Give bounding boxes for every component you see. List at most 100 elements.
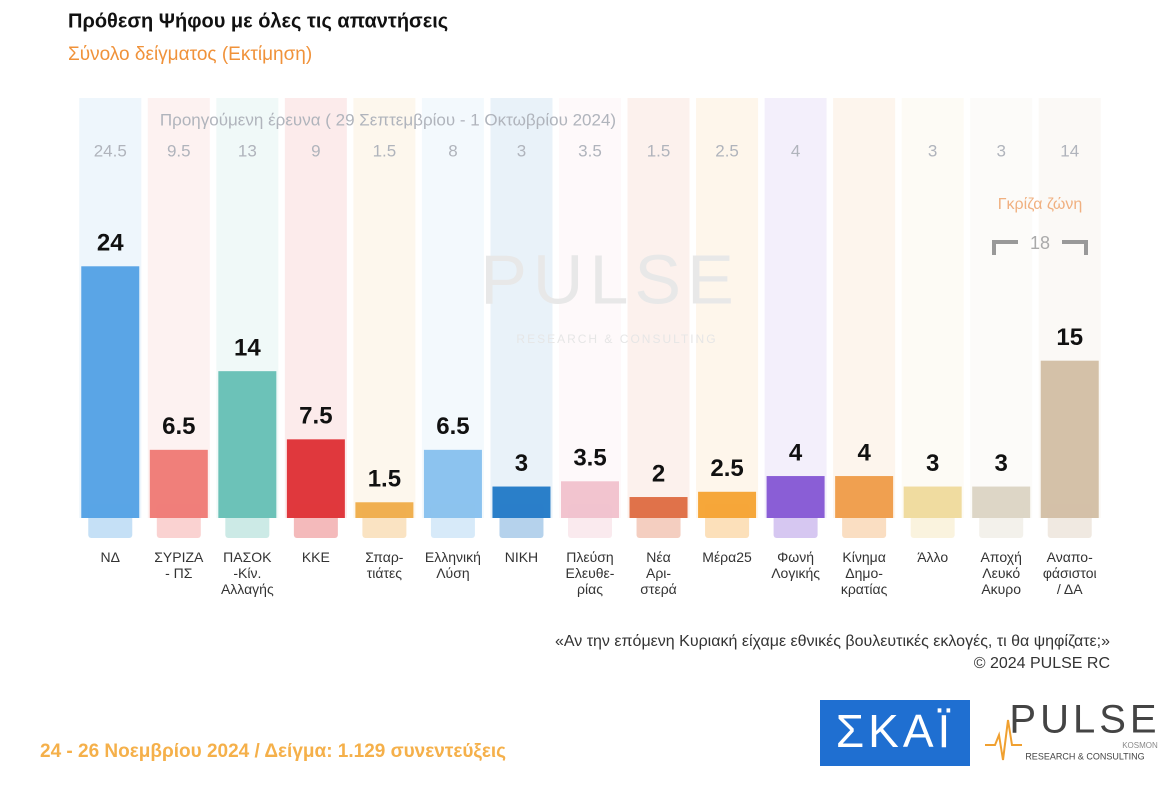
- previous-value: 13: [238, 141, 257, 160]
- stripe: [421, 98, 484, 518]
- previous-value: 9: [311, 141, 320, 160]
- copyright: © 2024 PULSE RC: [974, 655, 1110, 672]
- pulse-wave: [985, 719, 1022, 761]
- bar: [286, 439, 345, 518]
- x-tick-label: Νέα Αρι- στερά: [640, 549, 677, 597]
- grey-zone-bracket: [992, 240, 1088, 255]
- value-label: 14: [234, 335, 261, 362]
- previous-value: 3.5: [578, 141, 602, 160]
- x-tick-label: Μέρα25: [702, 549, 752, 565]
- previous-value: 4: [791, 141, 800, 160]
- bar: [149, 449, 208, 518]
- previous-value: 3: [928, 141, 937, 160]
- previous-value: 9.5: [167, 141, 191, 160]
- logo: [225, 504, 270, 538]
- bar: [972, 486, 1031, 518]
- value-label: 2.5: [710, 455, 743, 482]
- skai-logo: [820, 700, 970, 766]
- question: «Αν την επόμενη Κυριακή είχαμε εθνικές β…: [555, 633, 1110, 650]
- logo: [910, 504, 955, 538]
- previous-value: 24.5: [94, 141, 127, 160]
- stripe: [901, 98, 964, 518]
- value-label: 4: [857, 439, 871, 466]
- grey-zone-label: Γκρίζα ζώνη: [998, 196, 1083, 213]
- bar: [903, 486, 962, 518]
- stripes: [79, 98, 1101, 518]
- bar: [492, 486, 551, 518]
- x-tick-label: ΝΔ: [100, 549, 120, 565]
- x-tick-label: Σπαρ- τιάτες: [365, 549, 404, 581]
- stripe: [147, 98, 210, 518]
- value-label: 2: [652, 460, 665, 487]
- logo: [1047, 504, 1092, 538]
- previous-value: 1.5: [647, 141, 671, 160]
- logo: [705, 504, 750, 538]
- pulse-tagline: RESEARCH & CONSULTING: [1025, 751, 1144, 761]
- logo: [568, 504, 612, 538]
- value-label: 6.5: [162, 413, 195, 440]
- stripe: [627, 98, 690, 518]
- logo: [773, 504, 818, 538]
- x-tick-label: Φωνή Λογικής: [771, 549, 820, 581]
- bar: [81, 266, 140, 518]
- logo: [362, 504, 407, 538]
- grey-zone-value: 18: [1030, 233, 1050, 253]
- value-label: 7.5: [299, 403, 332, 430]
- bar: [1040, 360, 1099, 518]
- footer: 24 - 26 Νοεμβρίου 2024 / Δείγμα: 1.129 σ…: [40, 741, 506, 762]
- skai-text: ΣΚΑΪ: [836, 705, 955, 757]
- previous-value: 2.5: [715, 141, 739, 160]
- x-tick-label: ΠΑΣΟΚ -Κίν. Αλλαγής: [220, 549, 274, 597]
- logo: [842, 504, 887, 538]
- value-label: 3.5: [573, 445, 606, 472]
- previous-value: 3: [517, 141, 526, 160]
- x-tick-label: ΝΙΚΗ: [504, 549, 539, 565]
- stripe: [764, 98, 827, 518]
- logo: [636, 504, 681, 538]
- logo: [499, 504, 544, 538]
- kosmon: KOSMON: [1122, 741, 1158, 750]
- watermark-tagline: RESEARCH & CONSULTING: [516, 332, 717, 346]
- bar: [629, 497, 688, 518]
- x-tick-label: Ελληνική Λύση: [424, 549, 481, 581]
- x-tick-label: Αναπο- φάσιστοι / ΔΑ: [1042, 549, 1097, 597]
- value-label: 6.5: [436, 413, 469, 440]
- logo: [156, 504, 201, 538]
- bar: [698, 491, 757, 518]
- x-tick-label: Πλεύση Ελευθε- ρίας: [565, 549, 615, 597]
- bar: [766, 476, 825, 518]
- stripe: [353, 98, 416, 518]
- bar: [218, 371, 277, 518]
- bar: [561, 481, 619, 518]
- bar: [835, 476, 894, 518]
- x-tick-label: Άλλο: [917, 549, 949, 565]
- value-label: 15: [1056, 324, 1083, 351]
- previous-value: 8: [448, 141, 457, 160]
- chart-title: Πρόθεση Ψήφου με όλες τις απαντήσεις: [68, 10, 448, 32]
- logo: [979, 504, 1024, 538]
- value-label: 4: [789, 439, 803, 466]
- value-label: 24: [97, 230, 124, 257]
- stripe: [559, 98, 621, 518]
- value-label: 3: [515, 450, 528, 477]
- value-label: 1.5: [368, 466, 401, 493]
- x-tick-label: ΣΥΡΙΖΑ - ΠΣ: [154, 549, 204, 581]
- stripe: [833, 98, 896, 518]
- x-tick-label: ΚΚΕ: [301, 549, 330, 565]
- previous-value: 1.5: [373, 141, 397, 160]
- value-label: 3: [926, 450, 939, 477]
- logo: [293, 504, 338, 538]
- watermark: PULSE: [480, 240, 740, 318]
- bar: [355, 502, 414, 518]
- previous-label: Προηγούμενη έρευνα ( 29 Σεπτεμβρίου - 1 …: [160, 110, 616, 129]
- stripe: [490, 98, 553, 518]
- x-tick-label: Αποχή Λευκό Ακυρο: [980, 549, 1022, 597]
- stripe: [696, 98, 759, 518]
- x-tick-label: Κίνημα Δημο- κρατίας: [840, 549, 888, 597]
- bar: [423, 449, 482, 518]
- logo: [430, 504, 475, 538]
- previous-value: 3: [996, 141, 1005, 160]
- logo: [88, 504, 133, 538]
- previous-value: 14: [1060, 141, 1079, 160]
